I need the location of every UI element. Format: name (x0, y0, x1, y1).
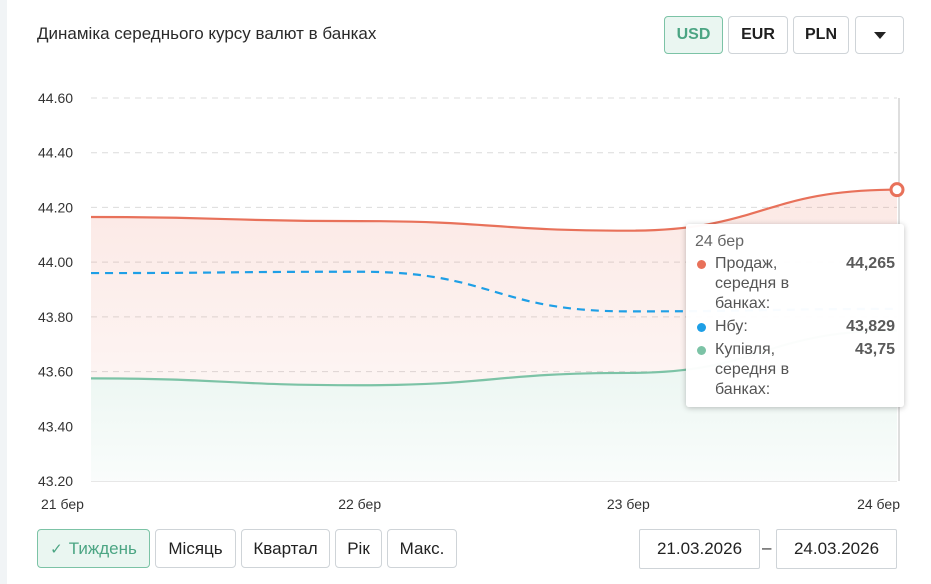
x-tick-label: 23 бер (607, 496, 650, 512)
period-max-button[interactable]: Макс. (387, 529, 457, 568)
x-tick-label: 24 бер (857, 496, 900, 512)
x-tick-label: 21 бер (41, 496, 84, 512)
buy-dot-icon (697, 346, 706, 355)
tooltip-row-buy: Купівля, середня в банках: 43,75 (695, 340, 895, 400)
y-tick-label: 44.40 (38, 145, 73, 161)
sale-line (90, 188, 898, 232)
chart-tooltip: 24 бер Продаж, середня в банках: 44,265 … (686, 224, 904, 407)
period-week-label: Тиждень (68, 538, 137, 558)
x-tick-label: 22 бер (338, 496, 381, 512)
tooltip-row-sale: Продаж, середня в банках: 44,265 (695, 254, 895, 314)
y-tick-label: 44.60 (38, 90, 73, 106)
buy-area (91, 330, 897, 481)
y-tick-label: 43.40 (38, 418, 73, 434)
tooltip-sale-label: Продаж, середня в банках: (715, 255, 790, 312)
y-tick-label: 43.20 (38, 473, 73, 489)
period-month-button[interactable]: Місяць (155, 529, 236, 568)
tooltip-buy-value: 43,75 (854, 341, 895, 358)
date-range-separator: – (762, 538, 772, 557)
date-to-input[interactable] (776, 529, 897, 569)
tooltip-nbu-label: Нбу: (715, 318, 748, 335)
currency-eur-button[interactable]: EUR (728, 16, 788, 54)
currency-usd-button[interactable]: USD (664, 16, 723, 54)
tooltip-date: 24 бер (695, 233, 745, 250)
tooltip-nbu-value: 43,829 (846, 318, 895, 335)
check-icon: ✓ (50, 540, 63, 558)
sale-dot-icon (697, 260, 706, 269)
period-year-button[interactable]: Рік (335, 529, 382, 568)
period-week-button[interactable]: ✓ Тиждень (37, 529, 150, 568)
y-tick-label: 43.80 (38, 309, 73, 325)
nbu-dot-icon (697, 323, 706, 332)
sale-hover-marker (889, 182, 905, 198)
left-edge-strip (0, 0, 7, 584)
currency-dropdown-button[interactable] (855, 16, 904, 54)
period-quarter-button[interactable]: Квартал (241, 529, 330, 568)
date-from-input[interactable] (639, 529, 760, 569)
tooltip-buy-label: Купівля, середня в банках: (715, 341, 790, 398)
y-tick-label: 43.60 (38, 364, 73, 380)
y-tick-label: 44.00 (38, 254, 73, 270)
tooltip-sale-value: 44,265 (846, 255, 895, 272)
tooltip-row-nbu: Нбу: 43,829 (695, 317, 895, 340)
currency-pln-button[interactable]: PLN (793, 16, 849, 54)
chevron-down-icon (873, 31, 886, 39)
y-tick-label: 44.20 (38, 199, 73, 215)
chart-title: Динаміка середнього курсу валют в банках (37, 24, 377, 43)
